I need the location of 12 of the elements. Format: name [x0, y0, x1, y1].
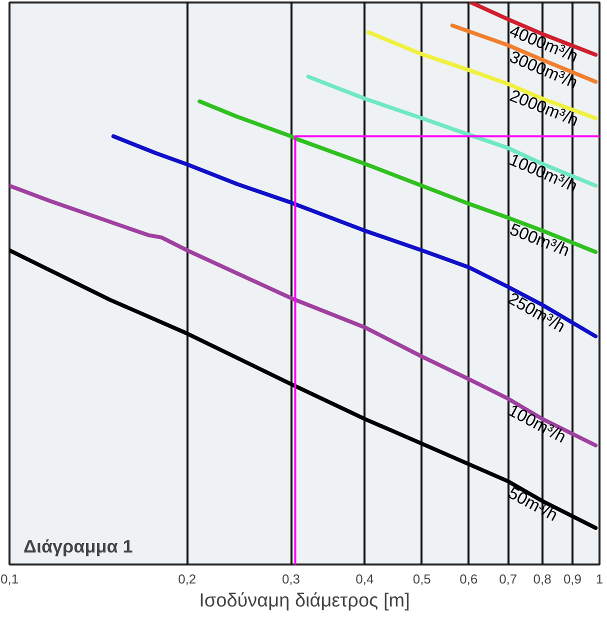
- x-tick-label: 0,5: [412, 572, 431, 586]
- x-tick-label: 0,6: [460, 572, 478, 586]
- x-tick-label: 0,9: [563, 572, 582, 586]
- x-tick-label: 0,1: [0, 572, 19, 586]
- x-tick-label: 0,3: [282, 572, 300, 586]
- x-tick-label: 0,7: [499, 572, 518, 586]
- x-tick-label: 0,4: [356, 572, 374, 586]
- x-axis-title: Ισοδύναμη διάμετρος [m]: [199, 590, 410, 612]
- annotation: Διάγραμμα 1: [24, 536, 133, 556]
- x-tick-label: 0,2: [178, 572, 196, 586]
- x-tick-label: 0,8: [533, 572, 552, 586]
- x-tick-label: 1: [596, 572, 604, 586]
